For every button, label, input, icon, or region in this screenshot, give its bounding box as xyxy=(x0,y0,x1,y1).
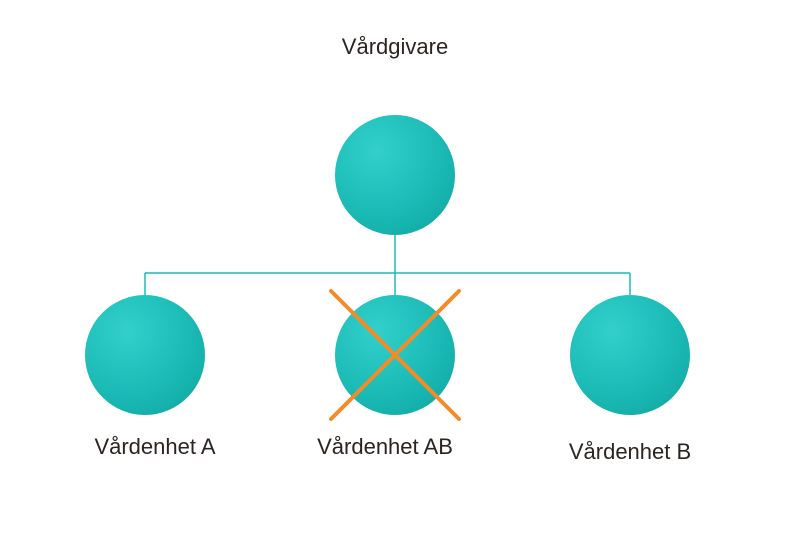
connector-lines xyxy=(0,0,789,551)
root-label: Vårdgivare xyxy=(245,34,545,60)
child-b-label: Vårdenhet B xyxy=(480,439,780,465)
child-b-node xyxy=(570,295,690,415)
child-ab-node xyxy=(335,295,455,415)
child-a-node xyxy=(85,295,205,415)
root-node xyxy=(335,115,455,235)
